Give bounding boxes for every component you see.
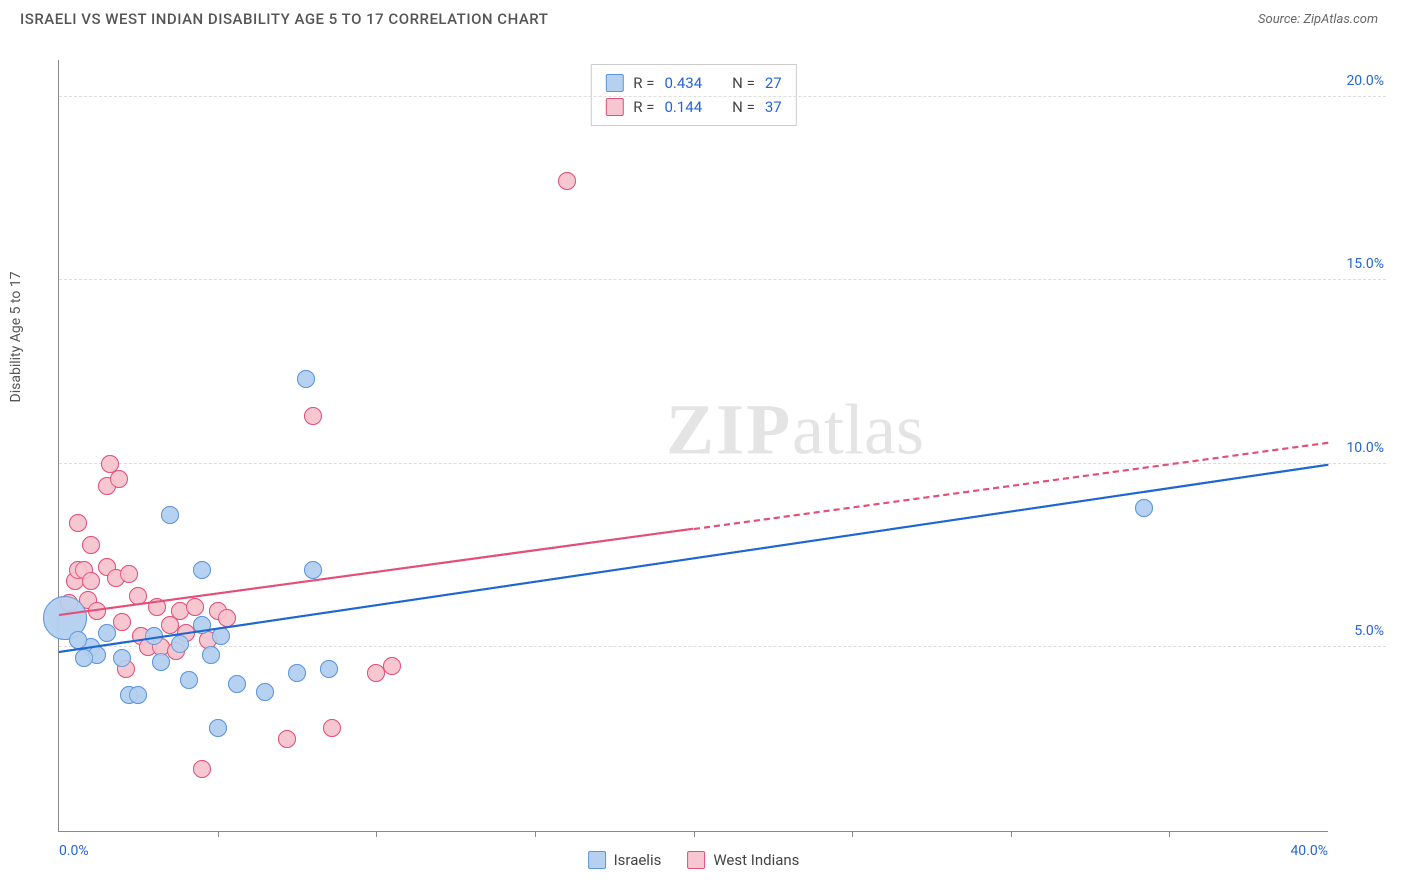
trend-line [693, 442, 1328, 530]
data-point-israelis [288, 664, 306, 682]
legend-swatch [588, 851, 606, 869]
data-point-west_indians [186, 598, 204, 616]
gridline [59, 463, 1386, 464]
data-point-west_indians [304, 407, 322, 425]
x-tick [535, 831, 536, 837]
legend-label: West Indians [713, 851, 799, 869]
gridline [59, 646, 1386, 647]
series-legend: Israelis West Indians [588, 851, 800, 869]
legend-swatch [687, 851, 705, 869]
data-point-west_indians [193, 760, 211, 778]
data-point-west_indians [120, 565, 138, 583]
source-link[interactable]: ZipAtlas.com [1303, 12, 1378, 27]
legend-row-west_indians: R =0.144N =37 [605, 95, 781, 119]
legend-item-west_indians: West Indians [687, 851, 799, 869]
data-point-israelis [152, 653, 170, 671]
data-point-israelis [113, 649, 131, 667]
x-tick-label: 40.0% [1290, 843, 1328, 859]
data-point-israelis [193, 561, 211, 579]
y-tick-label: 10.0% [1346, 440, 1384, 456]
n-value: 37 [765, 95, 782, 119]
data-point-west_indians [110, 470, 128, 488]
x-tick [1011, 831, 1012, 837]
x-tick [376, 831, 377, 837]
data-point-israelis [98, 624, 116, 642]
gridline [59, 96, 1386, 97]
data-point-israelis [171, 635, 189, 653]
y-tick-label: 5.0% [1354, 623, 1384, 639]
y-tick-label: 20.0% [1346, 73, 1384, 89]
chart-title: ISRAELI VS WEST INDIAN DISABILITY AGE 5 … [20, 10, 548, 28]
x-tick [218, 831, 219, 837]
legend-swatch [605, 98, 623, 116]
data-point-israelis [304, 561, 322, 579]
source-attribution: Source: ZipAtlas.com [1258, 12, 1378, 27]
data-point-israelis [256, 683, 274, 701]
data-point-israelis [161, 506, 179, 524]
gridline [59, 279, 1386, 280]
data-point-israelis [180, 671, 198, 689]
r-value: 0.144 [664, 95, 702, 119]
data-point-israelis [228, 675, 246, 693]
data-point-israelis [212, 627, 230, 645]
data-point-west_indians [69, 514, 87, 532]
n-value: 27 [765, 71, 782, 95]
plot-area: ZIPatlas R =0.434N =27R =0.144N =37 Isra… [58, 60, 1328, 832]
data-point-israelis [202, 646, 220, 664]
legend-swatch [605, 74, 623, 92]
trend-line [59, 464, 1328, 653]
x-tick-label: 0.0% [59, 843, 89, 859]
data-point-israelis [209, 719, 227, 737]
x-tick [694, 831, 695, 837]
legend-label: Israelis [614, 851, 662, 869]
chart-header: ISRAELI VS WEST INDIAN DISABILITY AGE 5 … [0, 0, 1406, 38]
y-axis-label: Disability Age 5 to 17 [8, 271, 24, 402]
data-point-west_indians [383, 657, 401, 675]
data-point-west_indians [82, 536, 100, 554]
chart-container: Disability Age 5 to 17 ZIPatlas R =0.434… [20, 45, 1386, 874]
data-point-west_indians [323, 719, 341, 737]
watermark: ZIPatlas [666, 389, 924, 472]
data-point-israelis [297, 370, 315, 388]
x-tick [852, 831, 853, 837]
data-point-west_indians [558, 172, 576, 190]
x-tick [1169, 831, 1170, 837]
r-value: 0.434 [664, 71, 702, 95]
data-point-west_indians [82, 572, 100, 590]
data-point-israelis [75, 649, 93, 667]
data-point-west_indians [278, 730, 296, 748]
legend-row-israelis: R =0.434N =27 [605, 71, 781, 95]
data-point-israelis [320, 660, 338, 678]
data-point-west_indians [113, 613, 131, 631]
legend-item-israelis: Israelis [588, 851, 662, 869]
data-point-israelis [1135, 499, 1153, 517]
y-tick-label: 15.0% [1346, 256, 1384, 272]
data-point-israelis [129, 686, 147, 704]
